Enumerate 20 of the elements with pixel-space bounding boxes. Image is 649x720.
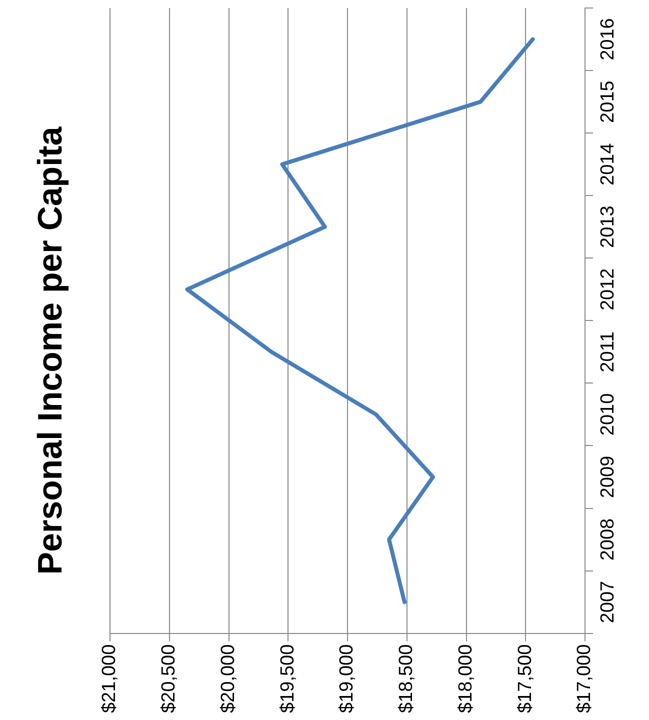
x-tick-label: $21,000 [99,644,120,714]
text: Personal Income per Capita [31,126,70,575]
x-tick-label: $20,500 [158,644,180,714]
x-tick-label: $20,000 [218,644,239,714]
y-tick-label: 2013 [598,206,619,248]
x-tick-label: $17,500 [514,644,536,714]
x-tick-label: $19,500 [277,644,298,714]
y-tick-label: 2014 [598,142,619,186]
y-tick-label: 2010 [598,393,619,436]
y-tick-label: 2012 [598,268,619,311]
x-tick-label: $17,000 [574,644,596,714]
y-tick-label: 2015 [598,80,619,123]
y-tick-label: 2009 [598,456,619,498]
y-tick-label: 2007 [598,580,619,624]
y-tick-label: 2008 [598,518,619,561]
x-tick-label: $19,000 [336,644,358,714]
y-tick-label: 2016 [598,18,619,60]
x-tick-label: $18,000 [455,644,476,714]
y-tick-label: 2011 [598,331,619,372]
x-tick-label: $18,500 [396,644,418,714]
